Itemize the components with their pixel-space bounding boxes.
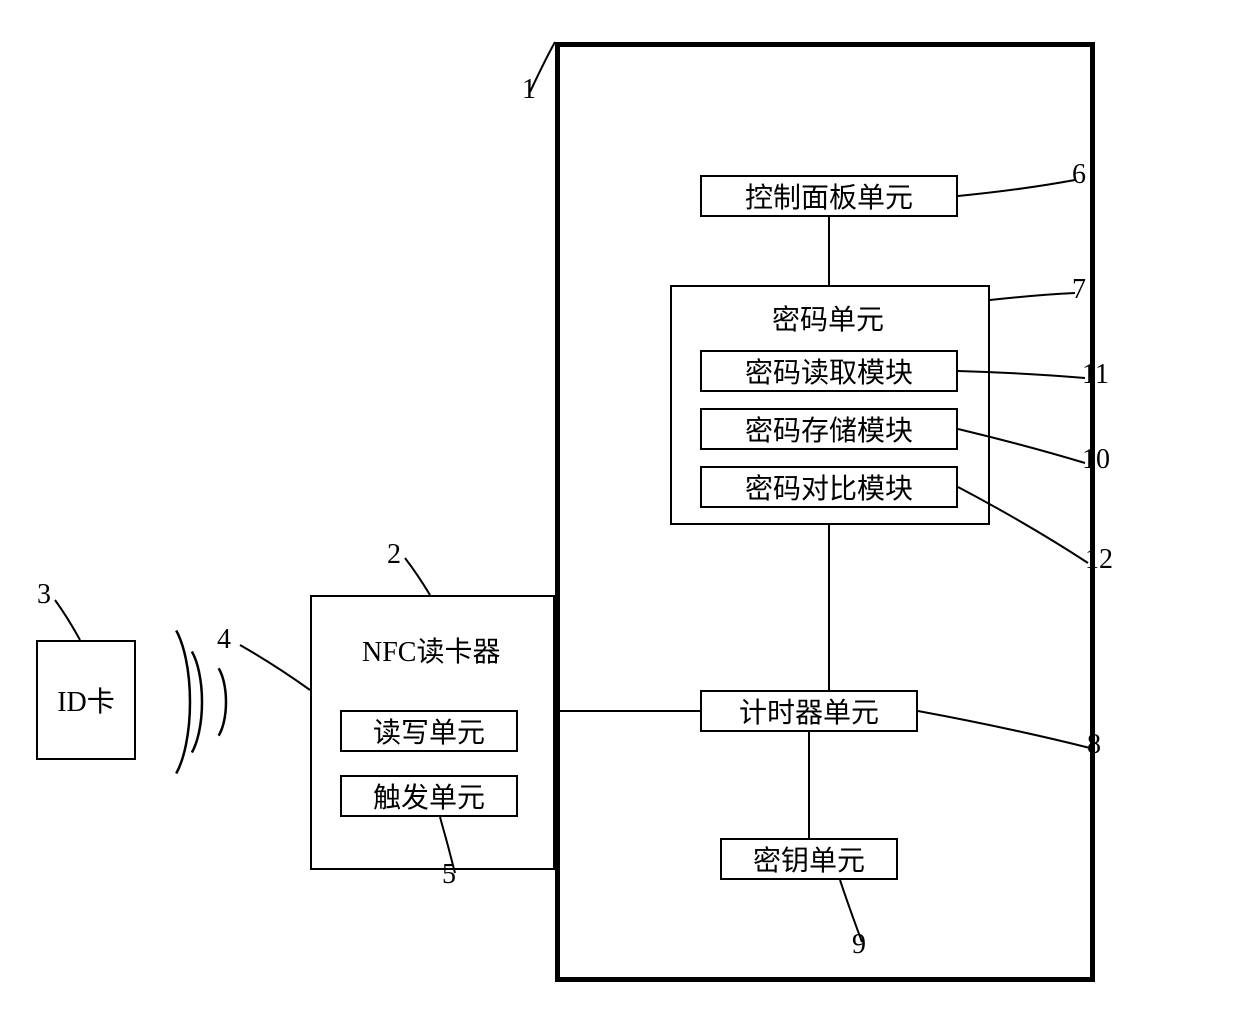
password-unit-title: 密码单元 xyxy=(772,298,884,338)
callout-number-8: 8 xyxy=(1087,729,1101,761)
password-store-module: 密码存储模块 xyxy=(700,408,958,450)
key-unit: 密钥单元 xyxy=(720,838,898,880)
timer-unit: 计时器单元 xyxy=(700,690,918,732)
callout-number-5: 5 xyxy=(442,859,456,891)
nfc-reader-title: NFC读卡器 xyxy=(362,630,500,670)
password-compare-module: 密码对比模块 xyxy=(700,466,958,508)
password-compare-label: 密码对比模块 xyxy=(745,467,913,507)
callout-number-11: 11 xyxy=(1082,359,1109,391)
callout-number-3: 3 xyxy=(37,579,51,611)
key-unit-label: 密钥单元 xyxy=(753,839,865,879)
callout-number-1: 1 xyxy=(522,74,536,106)
block-diagram: 控制面板单元 密码单元 密码读取模块 密码存储模块 密码对比模块 计时器单元 密… xyxy=(0,0,1240,1026)
callout-number-6: 6 xyxy=(1072,159,1086,191)
id-card: ID卡 xyxy=(36,640,136,760)
password-store-label: 密码存储模块 xyxy=(745,409,913,449)
password-read-module: 密码读取模块 xyxy=(700,350,958,392)
rw-unit-label: 读写单元 xyxy=(373,711,485,751)
callout-number-4: 4 xyxy=(217,624,231,656)
callout-number-2: 2 xyxy=(387,539,401,571)
callout-number-9: 9 xyxy=(852,929,866,961)
callout-number-10: 10 xyxy=(1082,444,1110,476)
trigger-unit-label: 触发单元 xyxy=(373,776,485,816)
id-card-label: ID卡 xyxy=(57,680,115,720)
timer-unit-label: 计时器单元 xyxy=(739,691,879,731)
rw-unit: 读写单元 xyxy=(340,710,518,752)
control-panel-label: 控制面板单元 xyxy=(745,176,913,216)
trigger-unit: 触发单元 xyxy=(340,775,518,817)
password-read-label: 密码读取模块 xyxy=(745,351,913,391)
control-panel-unit: 控制面板单元 xyxy=(700,175,958,217)
callout-number-7: 7 xyxy=(1072,274,1086,306)
callout-number-12: 12 xyxy=(1085,544,1113,576)
